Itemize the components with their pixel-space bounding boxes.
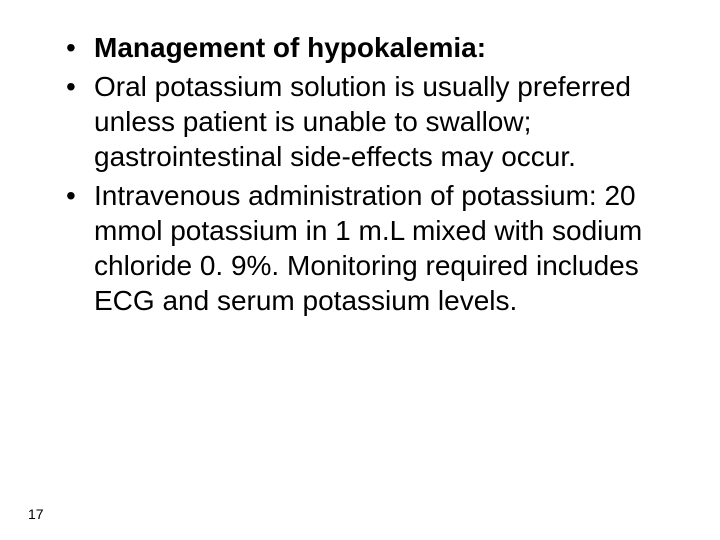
bullet-text: Intravenous administration of potassium:… bbox=[94, 180, 642, 316]
bullet-item: Oral potassium solution is usually prefe… bbox=[60, 69, 660, 174]
bullet-text: Management of hypokalemia: bbox=[94, 32, 486, 63]
bullet-item: Intravenous administration of potassium:… bbox=[60, 178, 660, 318]
bullet-text: Oral potassium solution is usually prefe… bbox=[94, 71, 631, 172]
bullet-list: Management of hypokalemia: Oral potassiu… bbox=[60, 30, 660, 318]
page-number: 17 bbox=[28, 506, 44, 522]
bullet-item: Management of hypokalemia: bbox=[60, 30, 660, 65]
slide: Management of hypokalemia: Oral potassiu… bbox=[0, 0, 720, 540]
